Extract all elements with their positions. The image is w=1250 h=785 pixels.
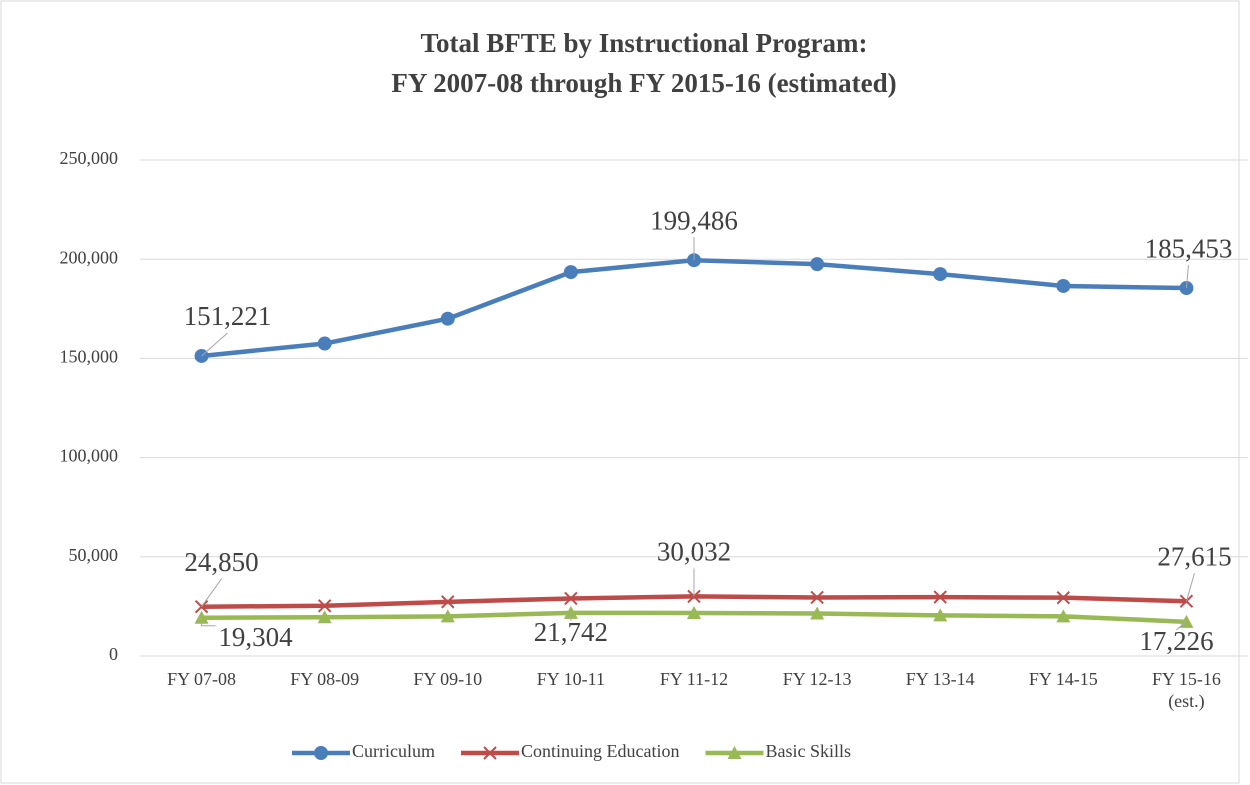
point [1179, 594, 1194, 608]
chart-title: Total BFTE by Instructional Program: [420, 28, 867, 58]
y-tick-label: 0 [109, 644, 118, 664]
x-tick-label: FY 13-14 [905, 669, 975, 689]
y-tick-label: 200,000 [60, 247, 119, 267]
x-tick-label-box: FY 12-13 [782, 669, 852, 689]
x-tick-label: FY 12-13 [782, 669, 852, 689]
data-label: 17,226 [1139, 626, 1213, 656]
data-label: 27,615 [1157, 541, 1231, 571]
x-tick-label-box: FY 13-14 [905, 669, 975, 689]
x-tick-label-box: FY 10-11 [536, 669, 605, 689]
point [564, 591, 578, 606]
point [687, 589, 701, 604]
point [440, 609, 455, 623]
point [810, 590, 824, 605]
point [483, 746, 497, 760]
point [194, 599, 209, 614]
point [563, 265, 578, 280]
leader-line [201, 578, 222, 607]
legend-label: Basic Skills [765, 741, 851, 761]
leader-line [1176, 621, 1187, 631]
data-label: 151,221 [184, 301, 272, 331]
chart-subtitle: FY 2007-08 through FY 2015-16 (estimated… [391, 68, 896, 98]
leader-line [201, 617, 216, 627]
x-tick-label: FY 11-12 [659, 669, 729, 689]
point [810, 606, 825, 620]
point [687, 605, 701, 619]
x-tick-label-box: FY 08-09 [290, 669, 360, 689]
point [1056, 278, 1071, 293]
point [317, 610, 332, 624]
x-tick-label-box: FY 14-15 [1028, 669, 1098, 689]
leader-line [201, 332, 228, 357]
legend-label: Curriculum [352, 741, 435, 761]
leader-line [1185, 265, 1189, 289]
point [933, 267, 948, 282]
x-tick-label: FY 08-09 [290, 669, 360, 689]
y-tick-label: 100,000 [60, 446, 119, 466]
point [441, 595, 455, 609]
data-label: 24,850 [184, 547, 258, 577]
point [1056, 609, 1071, 623]
x-tick-label-box: FY 09-10 [413, 669, 483, 689]
y-tick-label: 250,000 [60, 148, 119, 168]
point [440, 311, 455, 326]
point [933, 608, 948, 622]
data-label: 21,742 [534, 617, 608, 647]
legend-label: Continuing Education [521, 741, 679, 761]
y-tick-label: 50,000 [69, 545, 119, 565]
x-tick-label-box: FY 11-12 [659, 669, 729, 689]
point [810, 257, 825, 272]
leader-line [1185, 573, 1195, 602]
point [1056, 590, 1071, 605]
data-label: 185,453 [1145, 233, 1233, 263]
point [563, 605, 578, 619]
point [933, 590, 947, 604]
x-tick-label-box: FY 07-08 [167, 669, 236, 689]
x-tick-label: FY 10-11 [536, 669, 605, 689]
x-tick-label: FY 15-16 (est.) [1152, 669, 1221, 711]
x-tick-label-box: FY 15-16 (est.) [1152, 669, 1221, 711]
point [317, 336, 332, 351]
point [194, 610, 209, 624]
point [317, 599, 332, 613]
y-tick-label: 150,000 [60, 347, 119, 367]
point [727, 746, 742, 759]
x-tick-label: FY 07-08 [167, 669, 236, 689]
x-tick-label: FY 09-10 [413, 669, 483, 689]
data-label: 30,032 [657, 537, 731, 567]
data-label: 19,304 [218, 622, 293, 652]
point [314, 746, 328, 760]
x-tick-label: FY 14-15 [1028, 669, 1098, 689]
data-label: 199,486 [650, 205, 738, 235]
